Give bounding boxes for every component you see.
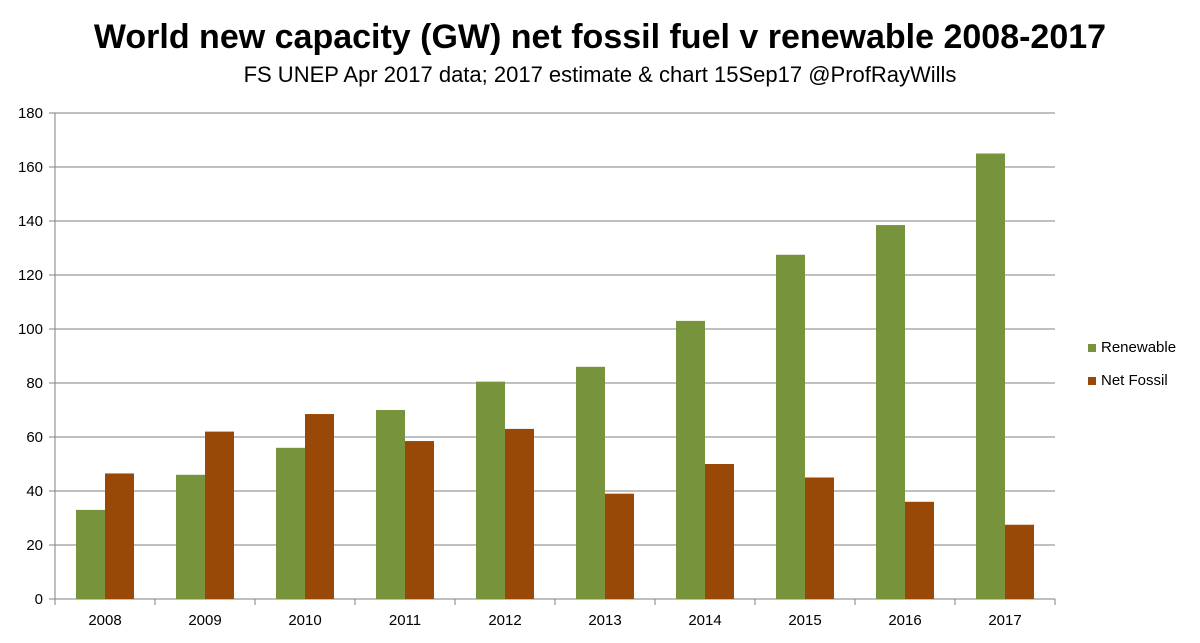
bar-net-fossil-2013 — [605, 493, 634, 599]
bar-renewable-2013 — [576, 366, 605, 599]
bar-net-fossil-2009 — [205, 431, 234, 599]
y-tick-label: 160 — [18, 159, 43, 176]
y-tick-label: 20 — [26, 537, 43, 554]
x-tick-label: 2009 — [188, 612, 221, 629]
bar-renewable-2016 — [876, 225, 905, 600]
bar-net-fossil-2010 — [305, 414, 334, 599]
x-tick-label: 2015 — [788, 612, 821, 629]
chart-title: World new capacity (GW) net fossil fuel … — [93, 18, 1107, 56]
bar-net-fossil-2017 — [1005, 524, 1034, 599]
legend-label-net-fossil: Net Fossil — [1101, 372, 1168, 389]
bar-net-fossil-2015 — [805, 477, 834, 599]
bar-renewable-2012 — [476, 381, 505, 599]
y-tick-label: 0 — [35, 591, 43, 608]
bar-net-fossil-2012 — [505, 428, 534, 599]
x-tick-label: 2014 — [688, 612, 721, 629]
x-tick-label: 2012 — [488, 612, 521, 629]
legend-label-renewable: Renewable — [1101, 339, 1176, 356]
y-tick-label: 100 — [18, 321, 43, 338]
x-tick-label: 2011 — [389, 612, 421, 629]
bar-renewable-2014 — [676, 320, 705, 599]
bar-net-fossil-2011 — [405, 441, 434, 599]
x-tick-label: 2008 — [88, 612, 121, 629]
y-tick-label: 80 — [26, 375, 43, 392]
legend-swatch-renewable — [1088, 344, 1096, 352]
legend-swatch-net-fossil — [1088, 377, 1096, 385]
x-tick-label: 2013 — [588, 612, 621, 629]
x-tick-label: 2017 — [988, 612, 1021, 629]
bar-renewable-2011 — [376, 410, 405, 599]
bar-net-fossil-2016 — [905, 501, 934, 599]
bar-renewable-2015 — [776, 254, 805, 599]
bar-renewable-2010 — [276, 447, 305, 599]
chart-subtitle: FS UNEP Apr 2017 data; 2017 estimate & c… — [243, 62, 957, 87]
x-tick-label: 2010 — [288, 612, 321, 629]
y-tick-label: 40 — [26, 483, 43, 500]
bar-renewable-2017 — [976, 153, 1005, 599]
bar-net-fossil-2014 — [705, 464, 734, 599]
bar-renewable-2009 — [176, 474, 205, 599]
y-tick-label: 60 — [26, 429, 43, 446]
x-tick-label: 2016 — [888, 612, 921, 629]
bar-net-fossil-2008 — [105, 473, 134, 599]
bar-renewable-2008 — [76, 509, 105, 599]
y-tick-label: 180 — [18, 105, 43, 122]
y-tick-label: 140 — [18, 213, 43, 230]
y-tick-label: 120 — [18, 267, 43, 284]
